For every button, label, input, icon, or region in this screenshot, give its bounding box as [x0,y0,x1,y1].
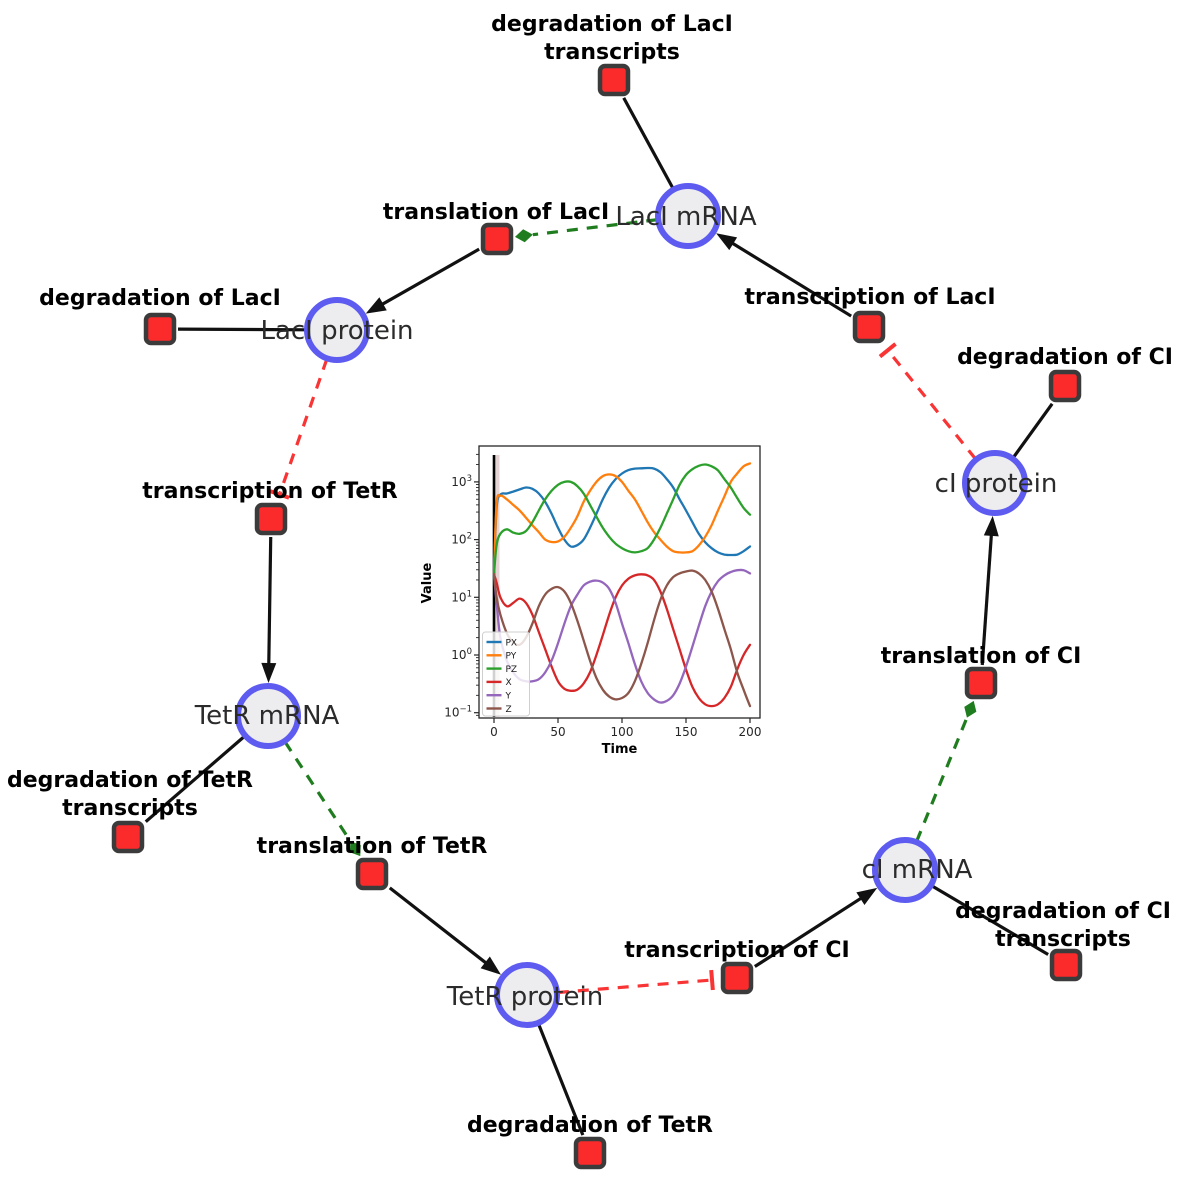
edge-tetr-protein-to-deg-tetr [536,1023,585,1136]
species-node-ci-mrna [872,837,938,903]
reaction-label-transcription-tetr: transcription of TetR [142,479,398,504]
species-node-laci-protein [304,297,370,363]
reaction-label-transcription-ci: transcription of CI [624,938,850,963]
x-tick-label: 50 [550,725,565,739]
reaction-label-deg-tetr: degradation of TetR [466,1113,714,1138]
reaction-label-deg-ci-transcripts: degradation of CI transcripts [955,899,1171,952]
edge-laci-mrna-to-deg-laci-transcripts [622,97,675,190]
x-tick-label: 200 [739,725,762,739]
series-line-PY [492,462,752,576]
species-node-ci-protein [962,450,1028,516]
edge-ci-mrna-to-translation-ci [915,700,977,842]
reaction-node-transcription-ci [720,961,754,995]
reaction-label-deg-tetr-transcripts: degradation of TetR transcripts [6,768,254,821]
reaction-label-transcription-laci: transcription of LacI [744,285,996,310]
edge-laci-protein-to-deg-laci [177,327,307,332]
species-label-ci-mrna: cI mRNA [861,855,973,885]
y-tick-label: 100 [451,647,472,662]
edge-tetr-mrna-to-deg-tetr-transcripts [144,735,246,823]
species-node-tetr-mrna [235,683,301,749]
edge-ci-mrna-to-deg-ci-transcripts [930,884,1049,956]
x-tick-label: 0 [490,725,498,739]
species-label-ci-protein: cI protein [934,469,1058,499]
legend: PX PY PZ XYZ [482,631,530,717]
edge-tetr-protein-to-transcription-ci [557,969,715,995]
edge-transcription-tetr-to-tetr-mrna [261,536,277,684]
reaction-label-translation-tetr: translation of TetR [256,834,488,859]
edge-tetr-mrna-to-translation-tetr [283,741,361,857]
species-node-laci-mrna [655,183,721,249]
reaction-node-deg-ci [1048,369,1082,403]
reaction-label-deg-laci: degradation of LacI [39,286,281,311]
legend-label-Y: Y [505,692,512,702]
edge-ci-protein-to-deg-ci [1011,402,1054,459]
legend-label-PX: PX [506,638,518,648]
edge-ci-protein-to-transcription-laci [878,342,977,460]
x-axis-label: Time [602,742,638,757]
series-line-Z [492,569,752,708]
reaction-node-translation-laci [480,222,514,256]
edge-translation-ci-to-ci-protein [980,515,999,666]
series-line-PZ [492,463,752,576]
legend-label-X: X [506,678,512,688]
reaction-label-deg-laci-transcripts: degradation of LacI transcripts [491,12,733,65]
network-edges-layer [144,97,1054,1136]
edge-transcription-ci-to-ci-mrna [753,887,878,968]
edge-translation-laci-to-laci-protein [365,247,480,314]
reaction-label-deg-ci: degradation of CI [957,345,1173,370]
chart-frame [478,445,761,719]
reaction-node-transcription-tetr [254,502,288,536]
edge-transcription-laci-to-laci-mrna [716,233,852,318]
network-nodes-layer [111,63,1083,1170]
reaction-node-deg-ci-transcripts [1049,948,1083,982]
reaction-node-deg-tetr [573,1136,607,1170]
reaction-node-deg-tetr-transcripts [111,820,145,854]
reaction-label-translation-laci: translation of LacI [382,200,610,225]
series-line-X [492,573,752,708]
species-label-laci-protein: LacI protein [260,316,414,346]
reaction-node-transcription-laci [852,310,886,344]
legend-label-PZ: PZ [506,665,518,675]
legend-label-Z: Z [506,705,512,715]
edge-laci-mrna-to-translation-laci [514,218,658,243]
x-tick-label: 100 [611,725,634,739]
reaction-label-translation-ci: translation of CI [880,644,1082,669]
reaction-node-deg-laci [143,312,177,346]
reaction-node-translation-ci [964,666,998,700]
species-node-tetr-protein [494,962,560,1028]
reaction-node-deg-laci-transcripts [597,63,631,97]
reaction-node-translation-tetr [355,857,389,891]
edge-laci-protein-to-transcription-tetr [269,358,329,500]
x-tick-label: 150 [675,725,698,739]
y-tick-label: 102 [451,532,472,547]
y-axis-label: Value [420,562,435,603]
y-tick-label: 10−1 [444,705,472,720]
edge-translation-tetr-to-tetr-protein [388,886,501,975]
species-label-tetr-mrna: TetR mRNA [194,701,340,731]
series-line-Y [492,568,752,704]
species-label-tetr-protein: TetR protein [446,982,604,1012]
series-line-PX [492,466,752,576]
legend-label-PY: PY [506,652,517,662]
y-tick-label: 101 [451,589,472,604]
species-label-laci-mrna: LacI mRNA [615,202,757,232]
y-tick-label: 103 [451,474,472,489]
